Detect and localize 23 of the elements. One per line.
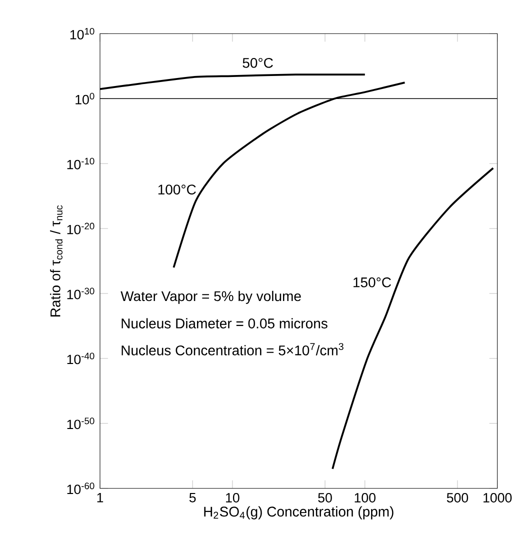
y-tick-label: 10$^{-20}$ xyxy=(67,222,94,234)
x-tick-label: 100 xyxy=(354,493,376,502)
y-tick-label: 10$^{-50}$ xyxy=(67,418,94,430)
x-axis-title: H$_{2}$SO$_{4}$(g) Concentration (ppm) xyxy=(204,506,394,520)
y-axis-title: Ratio of τ$_{cond}$ / τ$_{nuc}$ xyxy=(50,205,62,316)
x-tick-label: 1000 xyxy=(484,493,512,502)
x-tick-label: 10 xyxy=(226,493,240,502)
series-label: 100°C xyxy=(158,184,196,195)
annotation: Water Vapor = 5% by volume xyxy=(120,290,301,304)
x-tick-label: 5 xyxy=(189,493,196,502)
annotation: Nucleus Diameter = 0.05 microns xyxy=(122,318,328,328)
y-tick-label: 10$^{10}$ xyxy=(70,28,94,40)
y-tick-label: 10$^{-10}$ xyxy=(67,158,94,170)
y-tick-label: 10$^{-30}$ xyxy=(67,288,94,300)
series-label: 150°C xyxy=(354,277,391,288)
y-tick-label: 10$^{0}$ xyxy=(76,92,94,104)
y-tick-label: 10$^{-60}$ xyxy=(67,482,94,494)
x-tick-label: 50 xyxy=(318,493,332,502)
y-tick-label: 10$^{-40}$ xyxy=(67,352,94,364)
x-tick-label: 1 xyxy=(97,493,104,502)
series-label: 50°C xyxy=(242,58,273,68)
x-tick-label: 500 xyxy=(446,493,468,502)
annotation: Nucleus Concentration = 5×10$^{7}$/cm$^{3}$ xyxy=(122,343,344,356)
